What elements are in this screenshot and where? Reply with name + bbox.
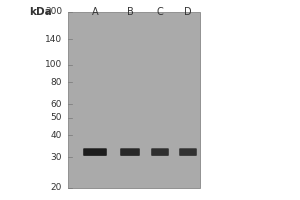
Text: kDa: kDa — [29, 7, 52, 17]
FancyBboxPatch shape — [179, 148, 197, 156]
Text: 100: 100 — [45, 60, 62, 69]
Text: 50: 50 — [50, 113, 62, 122]
Text: B: B — [127, 7, 134, 17]
Text: 140: 140 — [45, 35, 62, 44]
Text: 200: 200 — [45, 7, 62, 17]
Text: C: C — [157, 7, 164, 17]
Text: D: D — [184, 7, 192, 17]
Text: 80: 80 — [50, 78, 62, 87]
FancyBboxPatch shape — [120, 148, 140, 156]
FancyBboxPatch shape — [151, 148, 169, 156]
FancyBboxPatch shape — [83, 148, 107, 156]
Bar — [68, 12, 200, 188]
Text: A: A — [92, 7, 98, 17]
Text: 40: 40 — [51, 131, 62, 140]
Text: 20: 20 — [51, 184, 62, 192]
Text: 60: 60 — [50, 100, 62, 109]
Text: 30: 30 — [50, 153, 62, 162]
